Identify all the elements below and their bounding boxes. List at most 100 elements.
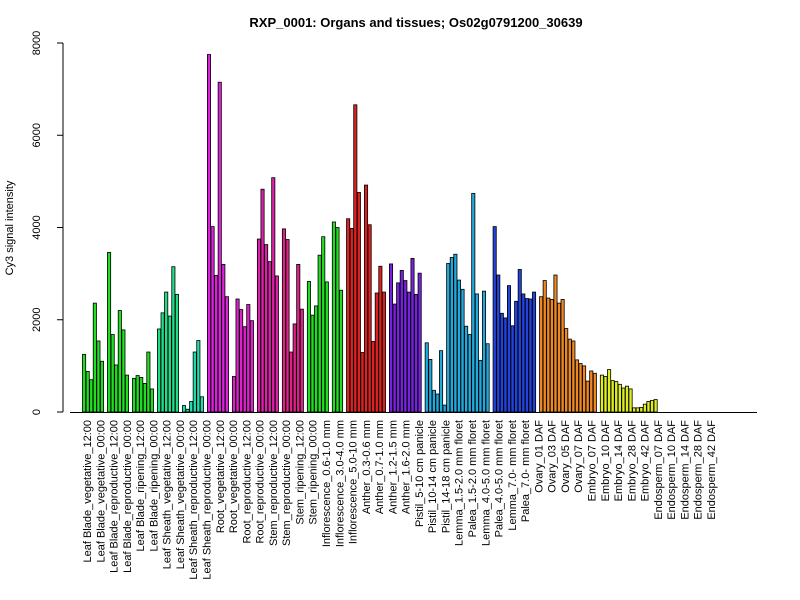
bar (607, 369, 612, 413)
x-category-label: Pistil_10-14 cm panicle (427, 420, 439, 533)
bar (185, 408, 190, 413)
bar (249, 320, 254, 413)
bar (206, 54, 211, 413)
bar (453, 253, 458, 413)
x-category-label: Endosperm_14 DAF (679, 420, 691, 520)
bar (157, 328, 162, 413)
x-category-label: Stem_ripening_12:00 (294, 420, 306, 525)
x-category-label: Palea_1.5-2.0 mm floret (467, 420, 479, 537)
bar (557, 302, 562, 413)
x-category-label: Pistil_5-10 cm panicle (414, 420, 426, 527)
bar (349, 228, 354, 413)
bar (132, 377, 137, 413)
bar (542, 280, 547, 413)
x-category-label: Anther_0.7-1.0 mm (374, 420, 386, 514)
x-category-label: Endosperm_42 DAF (706, 420, 718, 520)
bar (242, 326, 247, 413)
bar (317, 254, 322, 413)
bar (528, 298, 533, 413)
bar (617, 383, 622, 413)
x-category-label: Ovary_05 DAF (560, 420, 572, 493)
bar (582, 365, 587, 413)
bar (485, 343, 490, 413)
bar (410, 257, 415, 413)
bar (235, 298, 240, 413)
bar (389, 263, 394, 413)
x-category-label: Anther_1.2-1.5 mm (387, 420, 399, 514)
bar (231, 376, 236, 413)
x-category-label: Root_reproductive_00:00 (255, 420, 267, 544)
bar (578, 363, 583, 413)
bar (192, 351, 197, 413)
bar (514, 300, 519, 413)
bar (496, 274, 501, 413)
x-category-label: Leaf Blade_ripening_00:00 (148, 420, 160, 552)
x-category-label: Root_reproductive_12:00 (241, 420, 253, 544)
bar (632, 407, 637, 413)
bar (246, 304, 251, 413)
bar (439, 350, 444, 413)
bar (524, 298, 529, 413)
bar (539, 296, 544, 413)
x-category-label: Leaf Blade_vegetative_00:00 (95, 420, 107, 563)
bar (428, 359, 433, 413)
x-category-label: Leaf Sheath_vegetative_12:00 (162, 420, 174, 569)
chart-title: RXP_0001: Organs and tissues; Os02g07912… (249, 15, 582, 30)
bar (346, 218, 351, 413)
bar (160, 312, 165, 413)
x-category-label: Leaf Sheath_vegetative_00:00 (175, 420, 187, 569)
x-category-label: Endosperm_10 DAF (666, 420, 678, 520)
y-tick-label: 2000 (31, 308, 43, 332)
x-category-label: Embryo_10 DAF (600, 420, 612, 502)
bar (646, 400, 651, 413)
x-category-label: Pistil_14-18 cm panicle (441, 420, 453, 533)
bar (196, 340, 201, 413)
x-category-label: Inflorescence_3.0-4.0 mm (334, 420, 346, 547)
bar (553, 274, 558, 413)
bar (124, 374, 129, 413)
x-category-label: Stem_ripening_00:00 (308, 420, 320, 525)
bar (467, 334, 472, 413)
x-category-label: Endosperm_28 DAF (693, 420, 705, 520)
bar (214, 275, 219, 413)
bar (471, 192, 476, 413)
bar (460, 288, 465, 413)
x-category-label: Ovary_07 DAF (573, 420, 585, 493)
bar (474, 293, 479, 413)
bar (478, 359, 483, 413)
bar (406, 291, 411, 413)
bar (381, 291, 386, 413)
bar (239, 309, 244, 413)
x-category-label: Leaf Blade_reproductive_00:00 (122, 420, 134, 573)
bar (521, 293, 526, 413)
bar (356, 192, 361, 413)
x-category-label: Lemma_7.0- mm floret (507, 420, 519, 531)
bar (621, 387, 626, 413)
bar (506, 285, 511, 413)
x-category-label: Ovary_01 DAF (533, 420, 545, 493)
bar (446, 263, 451, 413)
bar (310, 314, 315, 413)
bar (289, 351, 294, 413)
bar (431, 389, 436, 413)
bar (546, 297, 551, 413)
x-category-label: Root_vegetative_00:00 (228, 420, 240, 533)
bar (624, 385, 629, 413)
bar (306, 281, 311, 413)
bar (142, 382, 147, 413)
bar (492, 226, 497, 413)
x-category-label: Endosperm_07 DAF (653, 420, 665, 520)
bar (464, 325, 469, 413)
x-category-label: Lemma_4.0-5.0 mm floret (480, 420, 492, 546)
x-category-label: Embryo_28 DAF (626, 420, 638, 502)
bar (653, 399, 658, 413)
bar (456, 279, 461, 413)
bars (82, 54, 658, 413)
bar (571, 340, 576, 413)
bar (517, 269, 522, 413)
bar (360, 352, 365, 413)
bar (449, 257, 454, 413)
bar (92, 302, 97, 413)
bar (121, 329, 126, 413)
